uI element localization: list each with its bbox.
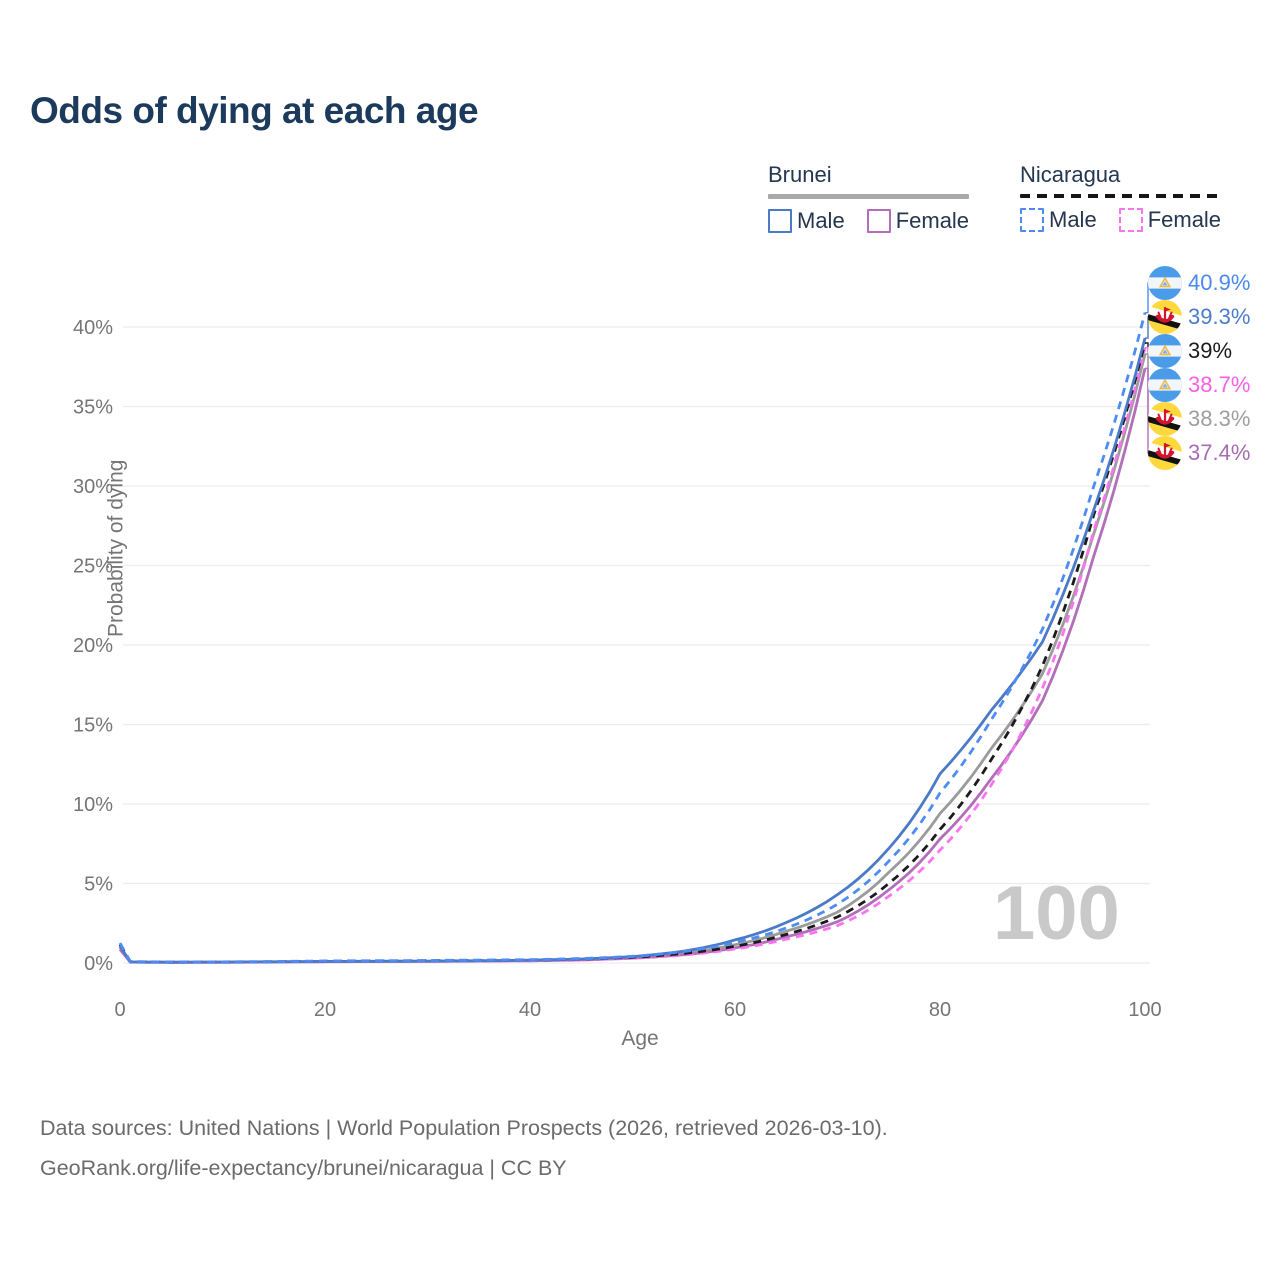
series-line-nicaragua[interactable] — [118, 342, 1147, 964]
nicaragua-flag-icon — [1148, 334, 1182, 368]
series-line-brunei-male[interactable] — [118, 337, 1147, 964]
series-line-brunei[interactable] — [118, 353, 1147, 964]
brunei-female-swatch-icon — [866, 209, 891, 233]
y-tick-label: 5% — [84, 874, 113, 896]
endpoint-labels: 40.9% 39.3% 39% 38.7% 38.3% 37.4% — [1148, 266, 1250, 470]
nicaragua-male-swatch-icon — [1020, 208, 1044, 232]
brunei-flag-icon — [1148, 436, 1182, 470]
legend-country-brunei[interactable]: Brunei — [768, 162, 832, 187]
y-tick-label: 30% — [73, 476, 113, 498]
legend-group-brunei: Brunei Male Female — [768, 162, 970, 234]
series-line-nicaragua-female[interactable] — [118, 347, 1147, 964]
legend-item-nicaragua-male[interactable]: Male — [1020, 207, 1097, 233]
endpoint-value: 39% — [1188, 338, 1233, 363]
x-tick-label: 100 — [1128, 999, 1161, 1021]
brunei-male-swatch-icon — [768, 209, 792, 233]
endpoint-value: 40.9% — [1188, 270, 1251, 295]
brunei-solid-line-key — [768, 194, 970, 199]
endpoint-value: 38.3% — [1188, 406, 1251, 431]
nicaragua-flag-icon — [1148, 266, 1182, 300]
legend-label-brunei-male: Male — [797, 208, 845, 233]
x-tick-label: 20 — [314, 999, 336, 1021]
y-tick-label: 35% — [73, 397, 113, 419]
nicaragua-flag-icon — [1148, 368, 1182, 402]
endpoint-value: 37.4% — [1188, 440, 1251, 465]
x-axis-title: Age — [621, 1027, 659, 1050]
y-tick-label: 20% — [73, 635, 113, 657]
endpoint-label-nicaragua-male: 40.9% — [1148, 266, 1250, 300]
brunei-flag-icon — [1148, 402, 1182, 436]
endpoint-label-brunei-female: 37.4% — [1148, 436, 1250, 470]
legend-item-nicaragua-female[interactable]: Female — [1118, 207, 1222, 233]
brunei-flag-icon — [1148, 300, 1182, 334]
endpoint-label-nicaragua: 39% — [1148, 334, 1250, 368]
endpoint-value: 39.3% — [1188, 304, 1251, 329]
legend-item-brunei-male[interactable]: Male — [768, 208, 845, 234]
footer-data-sources: Data sources: United Nations | World Pop… — [40, 1116, 888, 1140]
series-line-brunei-female[interactable] — [118, 367, 1147, 964]
footer-attribution: GeoRank.org/life-expectancy/brunei/nicar… — [40, 1156, 567, 1180]
y-tick-label: 40% — [73, 317, 113, 339]
x-tick-label: 60 — [724, 999, 746, 1021]
y-tick-label: 15% — [73, 715, 113, 737]
endpoint-label-brunei-male: 39.3% — [1148, 300, 1250, 334]
x-tick-label: 80 — [929, 999, 951, 1021]
legend-label-nicaragua-male: Male — [1049, 207, 1097, 232]
nicaragua-female-swatch-icon — [1118, 208, 1143, 232]
legend-label-nicaragua-female: Female — [1147, 207, 1222, 232]
y-tick-label: 10% — [73, 794, 113, 816]
legend-group-nicaragua: Nicaragua Male Female — [1020, 162, 1222, 233]
legend-item-brunei-female[interactable]: Female — [866, 208, 970, 234]
y-tick-label: 0% — [84, 953, 113, 975]
legend-country-nicaragua[interactable]: Nicaragua — [1020, 162, 1121, 187]
x-tick-label: 40 — [519, 999, 541, 1021]
age-watermark: 100 — [993, 871, 1120, 956]
series-line-nicaragua-male[interactable] — [118, 312, 1147, 964]
nicaragua-dashed-line-key — [1020, 194, 1222, 198]
y-tick-label: 25% — [73, 556, 113, 578]
endpoint-label-brunei: 38.3% — [1148, 402, 1250, 436]
page-title: Odds of dying at each age — [30, 90, 479, 131]
footer: Data sources: United Nations | World Pop… — [40, 1108, 888, 1188]
y-axis-title: Probability of dying — [104, 459, 128, 637]
x-tick-label: 0 — [114, 999, 125, 1021]
legend-label-brunei-female: Female — [895, 208, 970, 233]
endpoint-label-nicaragua-female: 38.7% — [1148, 368, 1250, 402]
endpoint-value: 38.7% — [1188, 372, 1251, 397]
